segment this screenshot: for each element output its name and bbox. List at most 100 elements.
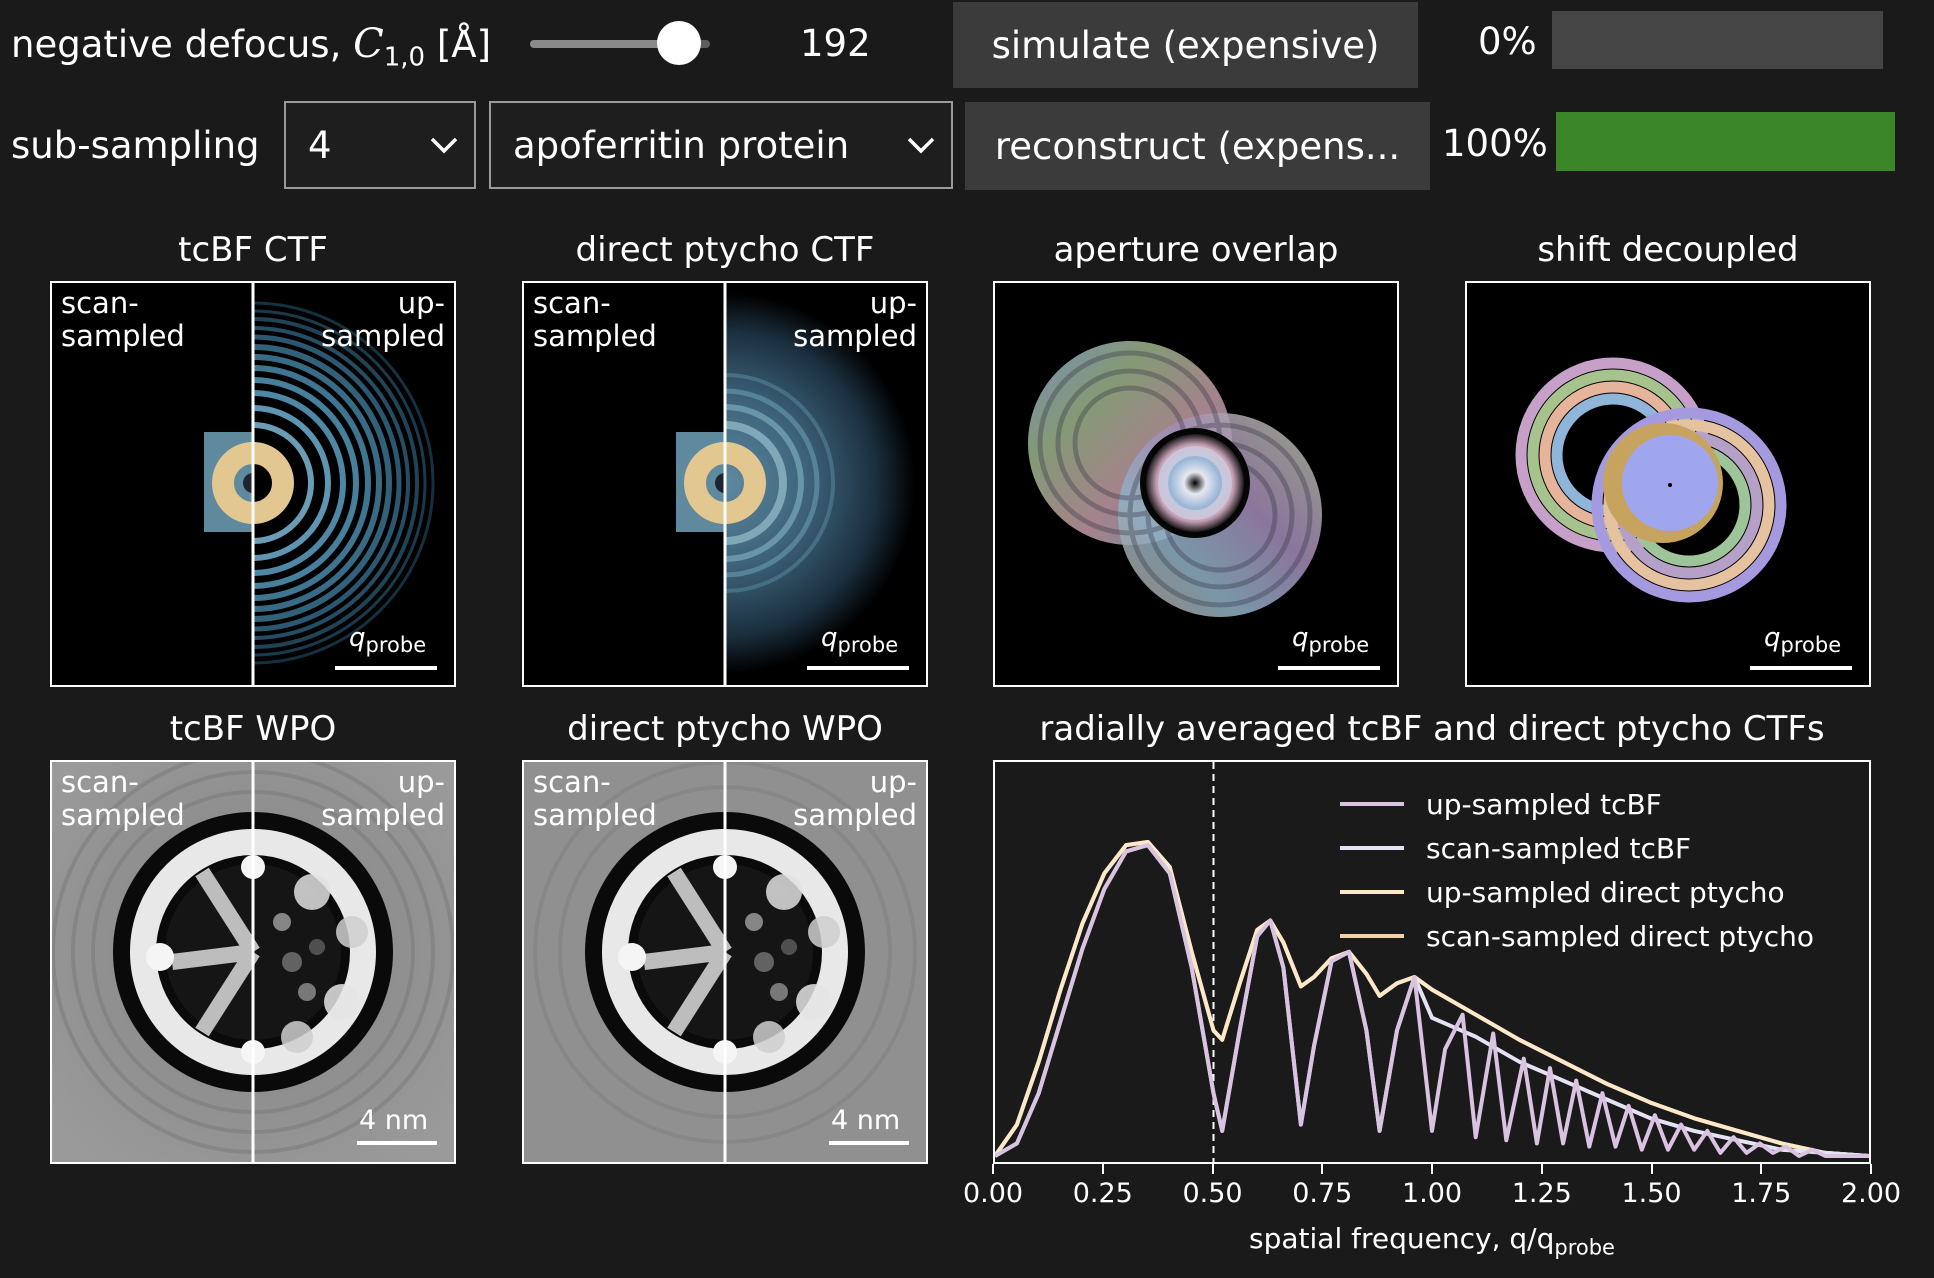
x-tick-label: 0.25 bbox=[1072, 1178, 1133, 1209]
series-line-2 bbox=[995, 840, 1869, 1158]
ptycho-ctf-panel: scan- sampled up- sampled qprobe bbox=[522, 281, 928, 687]
legend-label: up-sampled tcBF bbox=[1426, 787, 1662, 821]
panel-title-shift: shift decoupled bbox=[1537, 230, 1799, 270]
scale-label: qprobe bbox=[349, 623, 426, 657]
right-half-label: up- sampled bbox=[321, 286, 445, 353]
tcbf-wpo-panel: scan- sampled up- sampled 4 nm bbox=[50, 760, 456, 1164]
x-tick-mark bbox=[1760, 1164, 1763, 1174]
x-tick-label: 0.00 bbox=[962, 1178, 1024, 1209]
legend-swatch bbox=[1340, 846, 1404, 850]
x-axis-label-text: spatial frequency, q/q bbox=[1249, 1222, 1555, 1255]
x-tick-label: 0.75 bbox=[1292, 1178, 1353, 1209]
legend-entry-2: up-sampled direct ptycho bbox=[1340, 870, 1814, 914]
legend-label: up-sampled direct ptycho bbox=[1426, 875, 1785, 909]
x-tick-mark bbox=[1321, 1164, 1324, 1174]
tcbf-ctf-image bbox=[204, 283, 437, 685]
defocus-label-text: negative defocus, bbox=[11, 23, 354, 66]
slider-fill bbox=[530, 40, 680, 48]
subsampling-label: sub-sampling bbox=[11, 124, 260, 167]
defocus-unit: [Å] bbox=[425, 23, 492, 66]
right-half-label: up- sampled bbox=[793, 286, 917, 353]
reconstruct-progress-fill bbox=[1556, 112, 1895, 171]
panel-title-tcbf-ctf: tcBF CTF bbox=[178, 230, 328, 270]
chart-title: radially averaged tcBF and direct ptycho… bbox=[1039, 709, 1825, 749]
sample-select[interactable]: apoferritin protein bbox=[489, 101, 953, 189]
legend-swatch bbox=[1340, 802, 1404, 806]
simulate-button[interactable]: simulate (expensive) bbox=[953, 2, 1418, 88]
left-half-label: scan- sampled bbox=[533, 765, 657, 832]
defocus-slider[interactable] bbox=[530, 21, 720, 65]
x-tick-label: 1.25 bbox=[1511, 1178, 1572, 1209]
scale-subscript: probe bbox=[837, 633, 899, 658]
scale-subscript: probe bbox=[365, 633, 427, 658]
aperture-image bbox=[1028, 341, 1380, 670]
x-axis-label: spatial frequency, q/qprobe bbox=[993, 1222, 1871, 1260]
subsampling-select[interactable]: 4 bbox=[284, 101, 476, 189]
x-tick-label: 1.75 bbox=[1731, 1178, 1792, 1209]
shift-panel: qprobe bbox=[1465, 281, 1871, 687]
x-tick-mark bbox=[1431, 1164, 1433, 1174]
tcbf-wpo-image bbox=[52, 762, 454, 1162]
legend-swatch bbox=[1340, 890, 1404, 894]
slider-thumb[interactable] bbox=[657, 21, 702, 65]
x-tick-label: 1.00 bbox=[1401, 1178, 1463, 1209]
scale-bar-label: 4 nm bbox=[359, 1105, 429, 1136]
scale-label: qprobe bbox=[821, 623, 898, 657]
x-tick-mark bbox=[1870, 1164, 1872, 1174]
chevron-down-icon bbox=[430, 137, 458, 154]
scale-symbol: q bbox=[821, 623, 838, 653]
scale-subscript: probe bbox=[1780, 633, 1842, 658]
legend-entry-3: scan-sampled direct ptycho bbox=[1340, 914, 1814, 958]
scale-symbol: q bbox=[1764, 623, 1781, 653]
panel-title-tcbf-wpo: tcBF WPO bbox=[169, 709, 337, 749]
x-axis-label-subscript: probe bbox=[1554, 1235, 1615, 1260]
reconstruct-button[interactable]: reconstruct (expens... bbox=[965, 102, 1430, 190]
panel-title-ptycho-wpo: direct ptycho WPO bbox=[567, 709, 883, 749]
radial-ctf-chart: up-sampled tcBF scan-sampled tcBF up-sampl… bbox=[993, 760, 1871, 1164]
chevron-down-icon bbox=[907, 137, 935, 154]
reconstruct-progress-bar bbox=[1556, 112, 1895, 171]
defocus-label: negative defocus, C1,0 [Å] bbox=[11, 22, 491, 79]
scale-bar-label: 4 nm bbox=[831, 1105, 901, 1136]
chart-plot-area bbox=[995, 762, 1869, 1162]
right-half-label: up- sampled bbox=[321, 765, 445, 832]
defocus-subscript: 1,0 bbox=[383, 42, 426, 73]
ptycho-ctf-image bbox=[676, 283, 915, 685]
ptycho-wpo-image bbox=[524, 762, 926, 1162]
x-tick-mark bbox=[992, 1164, 994, 1174]
series-line-0 bbox=[995, 843, 1869, 1158]
simulate-progress-bar bbox=[1552, 11, 1883, 69]
left-half-label: scan- sampled bbox=[61, 286, 185, 353]
x-tick-mark bbox=[1540, 1164, 1543, 1174]
defocus-symbol: C bbox=[353, 21, 384, 67]
ptycho-wpo-panel: scan- sampled up- sampled 4 nm bbox=[522, 760, 928, 1164]
legend-entry-1: scan-sampled tcBF bbox=[1340, 826, 1814, 870]
x-axis-ticks: 0.00 0.25 0.50 0.75 1.00 1.25 1.50 1.75 2.00 bbox=[963, 1164, 1901, 1216]
chart-legend: up-sampled tcBF scan-sampled tcBF up-sampl… bbox=[1340, 782, 1814, 958]
x-tick-label: 0.50 bbox=[1182, 1178, 1243, 1209]
scale-symbol: q bbox=[1292, 623, 1309, 653]
legend-label: scan-sampled direct ptycho bbox=[1426, 919, 1815, 953]
scale-symbol: q bbox=[349, 623, 366, 653]
x-tick-label: 2.00 bbox=[1840, 1178, 1902, 1209]
scale-subscript: probe bbox=[1308, 633, 1370, 658]
panel-title-ptycho-ctf: direct ptycho CTF bbox=[575, 230, 875, 270]
legend-label: scan-sampled tcBF bbox=[1426, 831, 1692, 865]
x-tick-mark bbox=[1650, 1164, 1653, 1174]
defocus-value: 192 bbox=[800, 22, 871, 65]
x-tick-label: 1.50 bbox=[1621, 1178, 1682, 1209]
left-half-label: scan- sampled bbox=[533, 286, 657, 353]
left-half-label: scan- sampled bbox=[61, 765, 185, 832]
x-tick-mark bbox=[1211, 1164, 1214, 1174]
panel-title-aperture: aperture overlap bbox=[1053, 230, 1339, 270]
legend-swatch bbox=[1340, 934, 1404, 938]
scale-label: qprobe bbox=[1764, 623, 1841, 657]
x-tick-mark bbox=[1101, 1164, 1104, 1174]
tcbf-ctf-panel: scan- sampled up- sampled qprobe bbox=[50, 281, 456, 687]
subsampling-value: 4 bbox=[308, 123, 332, 167]
shift-image bbox=[1515, 357, 1852, 670]
right-half-label: up- sampled bbox=[793, 765, 917, 832]
legend-entry-0: up-sampled tcBF bbox=[1340, 782, 1814, 826]
scale-label: qprobe bbox=[1292, 623, 1369, 657]
simulate-progress-label: 0% bbox=[1478, 20, 1537, 63]
